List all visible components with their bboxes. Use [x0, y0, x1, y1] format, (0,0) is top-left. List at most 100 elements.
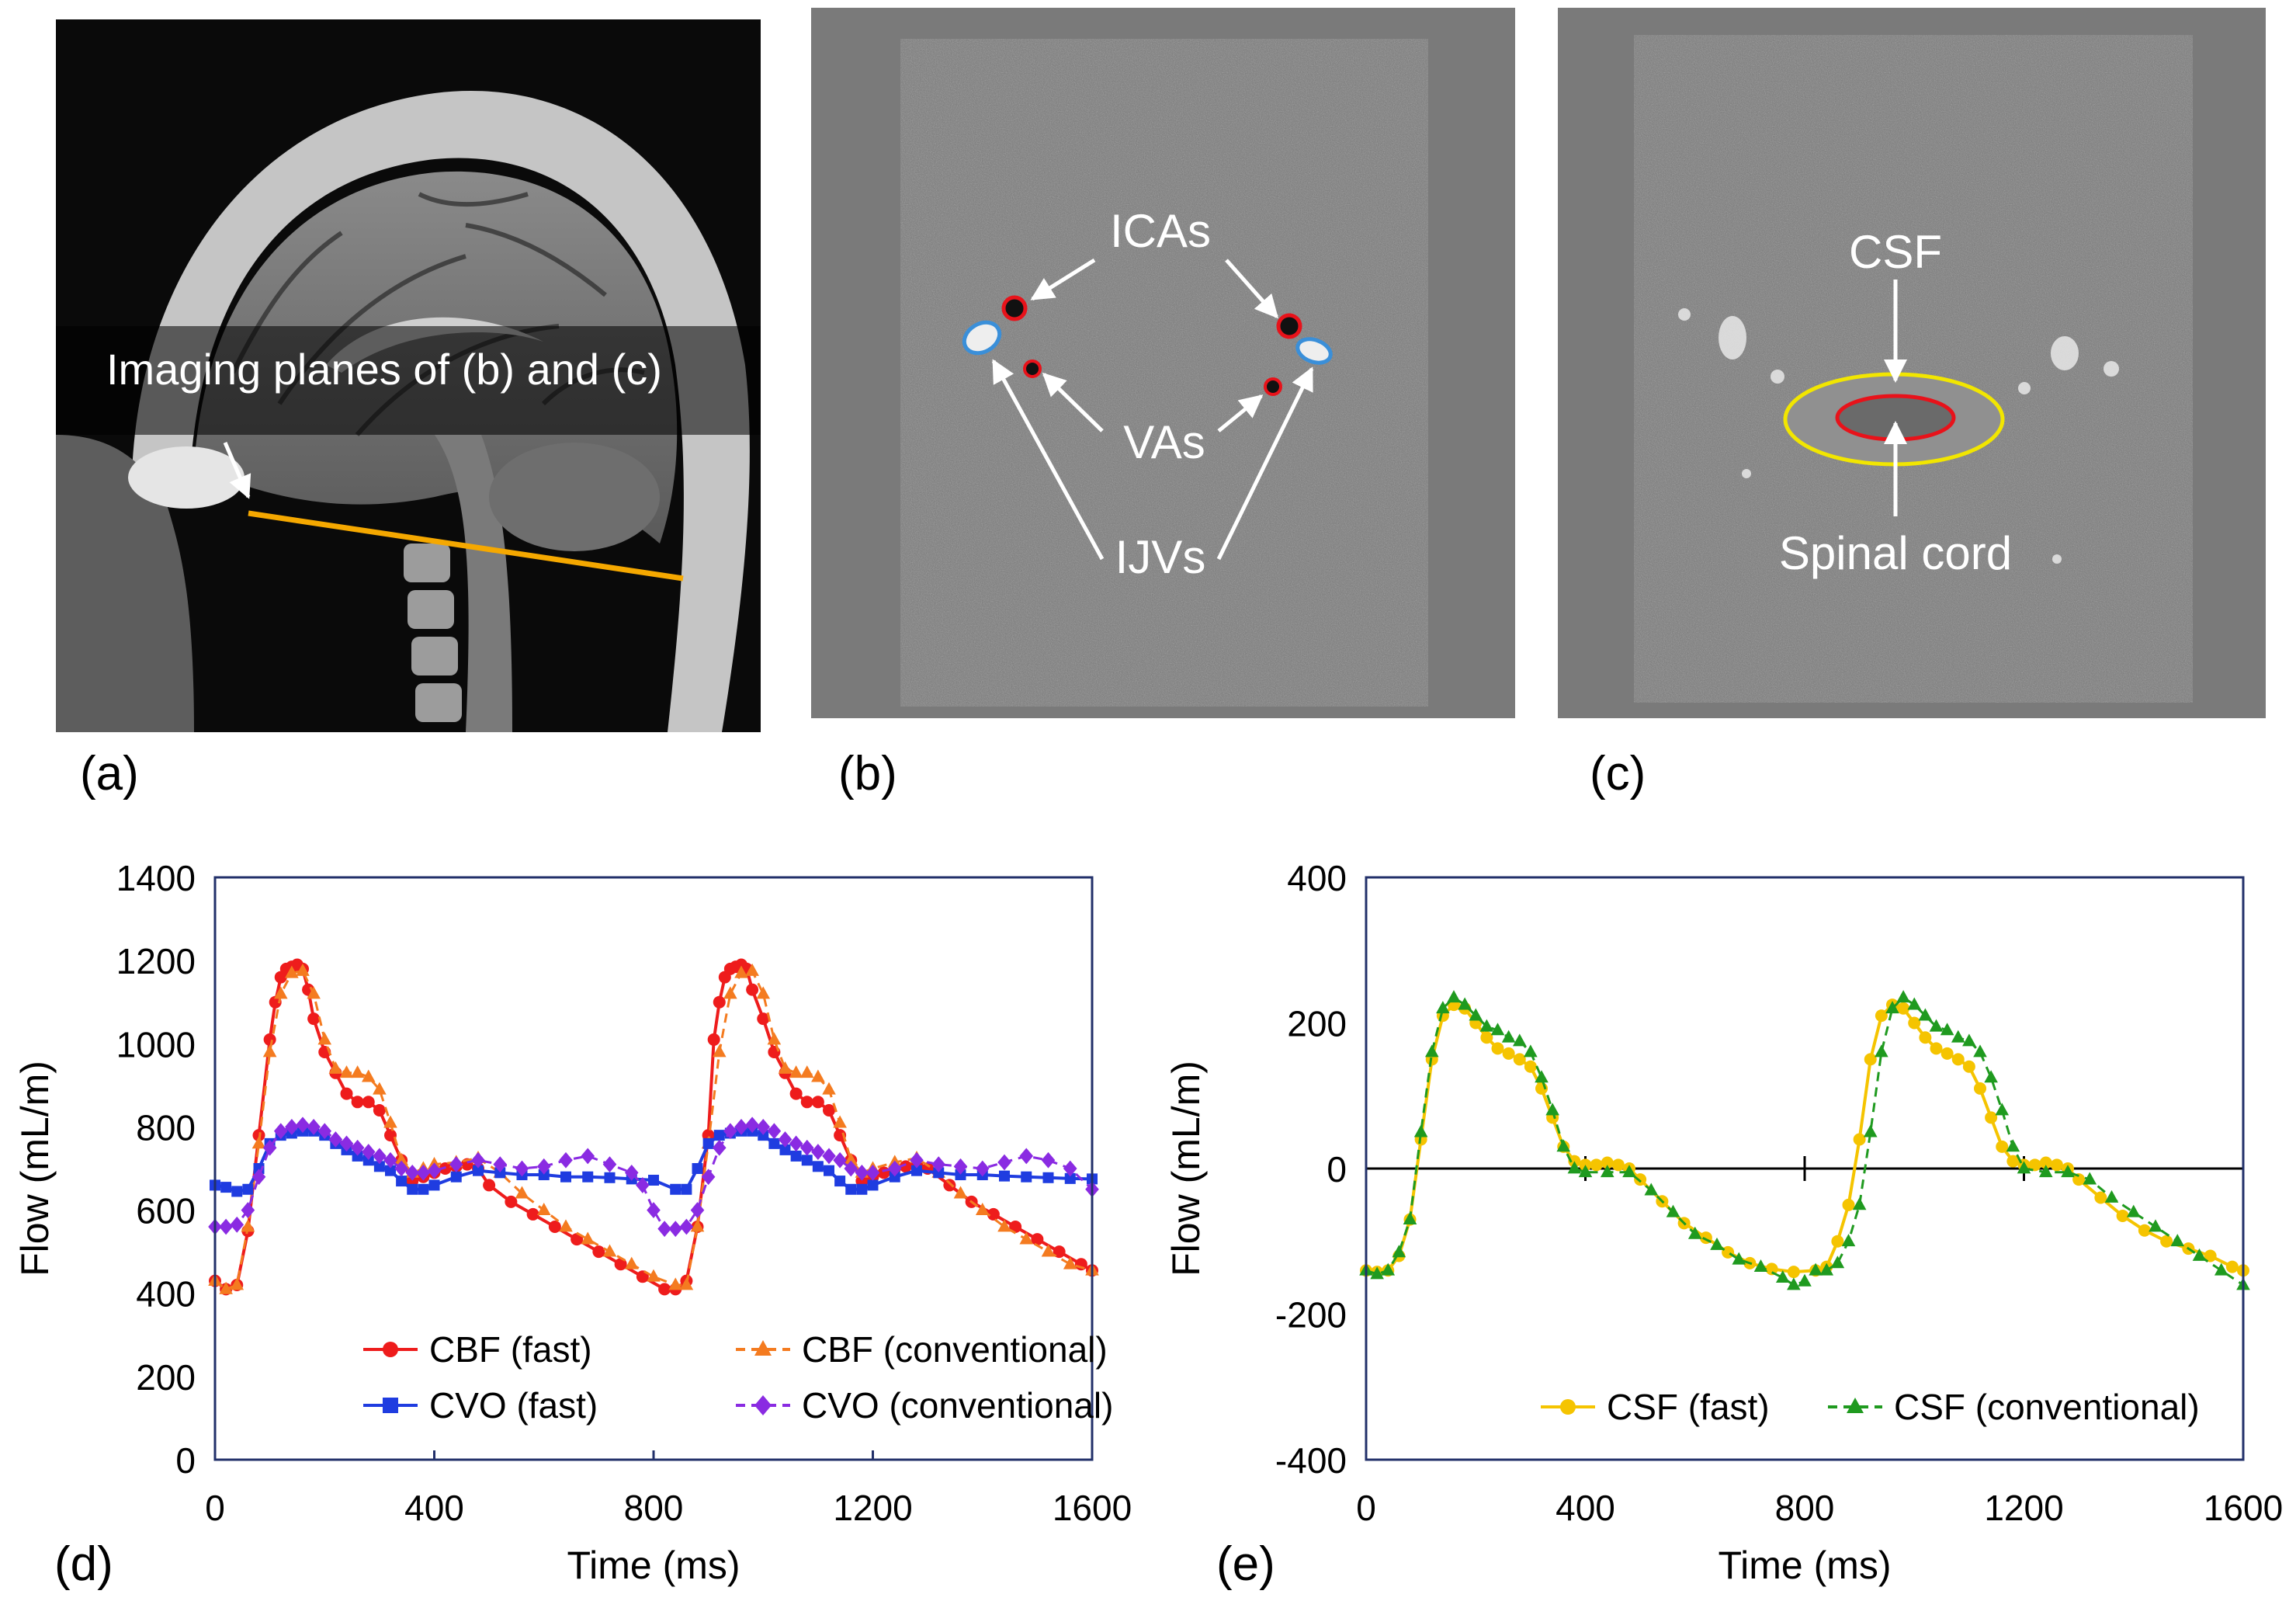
- legend-label: CVO (fast): [429, 1385, 598, 1426]
- x-tick-label: 800: [1775, 1488, 1835, 1528]
- data-point: [1687, 1226, 1702, 1239]
- data-point: [834, 1129, 847, 1142]
- data-point: [1863, 1124, 1878, 1137]
- data-point: [1853, 1133, 1866, 1146]
- data-point: [1469, 1008, 1483, 1021]
- data-point: [269, 995, 282, 1009]
- data-point: [483, 1179, 496, 1192]
- plane-arrow: [223, 442, 251, 499]
- data-point: [242, 1183, 254, 1195]
- data-point: [373, 1104, 386, 1117]
- data-point: [1634, 1173, 1647, 1186]
- series-cbf-fast: [209, 958, 1098, 1296]
- data-point: [1601, 1156, 1614, 1169]
- data-point: [2225, 1260, 2239, 1273]
- data-point: [712, 1139, 727, 1156]
- icas-label: ICAs: [1110, 205, 1211, 257]
- y-tick-label: 200: [136, 1357, 196, 1398]
- series-csf-fast: [1360, 998, 2249, 1279]
- data-point: [1392, 1245, 1406, 1258]
- data-point: [2192, 1248, 2207, 1261]
- data-point: [1502, 1047, 1515, 1060]
- y-tick-label: 1200: [116, 941, 196, 981]
- series-cbf-conventional: [208, 963, 1099, 1294]
- data-point: [800, 1096, 813, 1109]
- data-point: [2039, 1156, 2052, 1169]
- mri-sagittal-panel: Imaging planes of (b) and (c): [56, 19, 761, 733]
- panel-label-b: (b): [838, 747, 897, 801]
- data-point: [823, 1104, 835, 1117]
- data-point: [559, 1151, 573, 1169]
- legend-swatch-marker: [1847, 1398, 1864, 1413]
- data-point: [1908, 1016, 1921, 1030]
- data-point: [2104, 1190, 2119, 1203]
- data-point: [407, 1183, 418, 1195]
- data-point: [624, 1164, 639, 1181]
- data-point: [844, 1152, 858, 1165]
- data-point: [943, 1179, 956, 1192]
- legend-item: CBF (conventional): [736, 1329, 1108, 1370]
- data-point: [1951, 1030, 1965, 1043]
- data-point: [624, 1256, 639, 1269]
- data-point: [911, 1165, 922, 1176]
- data-point: [1622, 1165, 1636, 1178]
- data-point: [745, 1117, 759, 1134]
- ijvs-label: IJVs: [1115, 531, 1206, 583]
- data-point: [975, 1202, 990, 1215]
- data-point: [833, 1115, 847, 1128]
- mri-vessels-panel: ICAs VAs IJVs: [811, 8, 1515, 718]
- data-point: [713, 995, 726, 1009]
- data-point: [757, 1012, 770, 1026]
- y-tick-label: 400: [1287, 858, 1347, 898]
- data-point: [746, 983, 759, 996]
- legend-label: CSF (conventional): [1894, 1387, 2200, 1427]
- series-cvo-fast: [210, 1125, 1098, 1197]
- data-point: [789, 1087, 803, 1100]
- panel-label-e: (e): [1216, 1537, 1275, 1591]
- plot-frame: [213, 876, 1094, 1461]
- data-point: [822, 1082, 836, 1095]
- data-point: [1403, 1212, 1417, 1225]
- data-point: [767, 1123, 782, 1140]
- data-point: [2028, 1158, 2041, 1172]
- data-point: [536, 1202, 551, 1215]
- data-point: [2138, 1224, 2151, 1237]
- data-point: [1919, 1031, 1932, 1044]
- data-point: [251, 1136, 266, 1149]
- x-tick-label: 1600: [1053, 1488, 1132, 1528]
- data-point: [427, 1162, 442, 1179]
- data-point: [394, 1152, 408, 1165]
- data-point: [1491, 1042, 1504, 1055]
- data-point: [285, 965, 299, 978]
- data-point: [1063, 1160, 1077, 1177]
- data-point: [273, 986, 288, 999]
- legend-label: CBF (fast): [429, 1329, 592, 1370]
- data-point: [2149, 1219, 2162, 1232]
- data-point: [1930, 1042, 1943, 1055]
- data-point: [2116, 1209, 2129, 1222]
- plot-frame: [1365, 876, 2245, 1461]
- data-point: [1841, 1234, 1856, 1247]
- data-point: [2214, 1262, 2228, 1276]
- data-point: [953, 1158, 968, 1175]
- legend-label: CSF (fast): [1607, 1387, 1770, 1427]
- data-point: [658, 1283, 671, 1296]
- data-point: [1732, 1252, 1746, 1265]
- data-point: [1798, 1273, 1812, 1287]
- x-tick-label: 400: [404, 1488, 464, 1528]
- data-point: [2072, 1173, 2086, 1186]
- data-point: [1590, 1158, 1603, 1172]
- ijv-left: [962, 320, 1002, 356]
- panel-label-c: (c): [1590, 747, 1646, 801]
- data-point: [756, 1119, 771, 1135]
- data-point: [538, 1169, 550, 1181]
- legend-item: CVO (fast): [363, 1385, 598, 1426]
- data-point: [373, 1082, 387, 1095]
- data-point: [416, 1164, 431, 1181]
- series-cvo-conventional: [208, 1117, 1099, 1238]
- data-point: [2006, 1155, 2020, 1168]
- va-left: [1023, 359, 1042, 378]
- data-point: [571, 1233, 584, 1246]
- legend: CSF (fast) CSF (conventional): [1541, 1387, 2200, 1427]
- data-point: [647, 1202, 661, 1218]
